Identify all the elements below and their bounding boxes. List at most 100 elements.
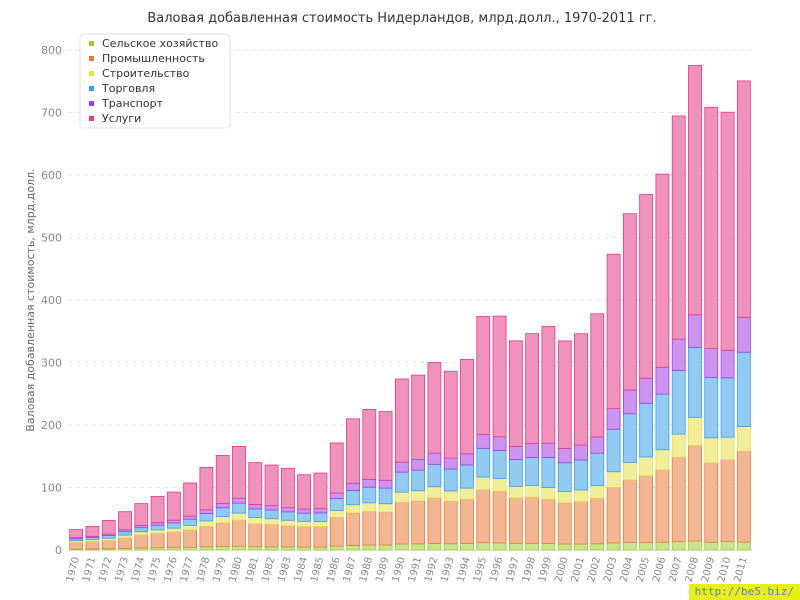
bar-segment — [720, 377, 735, 438]
bar-segment — [329, 510, 344, 518]
x-tick-label: 1997 — [505, 556, 522, 583]
bar-segment — [134, 534, 149, 549]
bar-segment — [329, 442, 344, 494]
bar-segment — [427, 542, 442, 551]
bar-segment — [639, 475, 654, 544]
bar-segment — [574, 459, 588, 491]
y-tick-label: 100 — [41, 482, 62, 495]
bar-segment — [264, 518, 279, 525]
bar-segment — [183, 525, 198, 531]
bar-segment — [622, 462, 637, 481]
x-tick-labels: 1970 1971 1972 1973 1974 1975 1976 1977 1978 1979… — [65, 556, 750, 583]
bar-segment — [574, 501, 588, 545]
bar-segment — [215, 546, 230, 551]
bar-segment — [313, 520, 328, 527]
bar-segment — [313, 546, 328, 551]
bar-segment — [736, 351, 751, 427]
bar-segment — [574, 543, 588, 551]
bar-segment — [166, 527, 181, 533]
bar-segment — [427, 452, 442, 465]
x-tick-label: 1974 — [130, 556, 147, 583]
x-tick-label: 1989 — [374, 556, 391, 583]
bar-segment — [508, 486, 523, 499]
watermark[interactable]: http://be5.biz/ — [688, 584, 800, 600]
y-tick-labels: 0 100 200 300 400 500 600 700 800 — [41, 44, 62, 557]
bar-segment — [492, 315, 507, 438]
bar-segment — [688, 65, 702, 316]
x-tick-label: 1987 — [342, 556, 359, 583]
bar-segment — [688, 540, 702, 551]
bar-segment — [736, 316, 751, 353]
bar-segment — [183, 515, 198, 520]
x-tick-label: 1996 — [488, 556, 505, 583]
bar-segment — [508, 446, 523, 460]
bar-segment — [101, 539, 116, 550]
x-tick-label: 1988 — [358, 556, 375, 583]
bar-segment — [362, 478, 377, 488]
x-tick-label: 1975 — [146, 556, 163, 583]
x-tick-label: 1985 — [309, 556, 326, 583]
bar-segment — [199, 513, 214, 522]
bar-segment — [346, 418, 360, 484]
x-tick-label: 1993 — [439, 556, 456, 583]
x-tick-label: 1971 — [81, 556, 98, 583]
x-tick-label: 1970 — [65, 556, 82, 583]
bar-segment — [492, 478, 507, 492]
bar-segment — [232, 445, 246, 499]
bar-segment — [232, 497, 246, 504]
bar-segment — [671, 541, 686, 551]
x-tick-label: 1990 — [391, 556, 408, 583]
bar-segment — [720, 436, 735, 461]
bar-segment — [443, 500, 458, 545]
bar-segment — [264, 505, 279, 511]
legend-box — [79, 33, 231, 129]
bar-segment — [492, 436, 507, 451]
bar-segment — [574, 333, 588, 446]
bar-segment — [378, 511, 393, 546]
bar-segment — [655, 449, 670, 471]
bar-segment — [492, 450, 507, 480]
bar-segment — [134, 531, 149, 536]
bar-segment — [720, 459, 735, 542]
bar-segment — [215, 522, 230, 547]
bar-segment — [378, 411, 393, 481]
bar-segment — [525, 443, 540, 458]
bar-segment — [280, 511, 295, 521]
bar-segment — [639, 377, 654, 404]
bar-segment — [69, 541, 84, 550]
legend-label: Промышленность — [102, 52, 205, 65]
bar-segment — [264, 523, 279, 548]
legend-swatch — [89, 56, 94, 61]
bar-segment — [704, 437, 719, 464]
bar-segment — [655, 366, 670, 395]
bar-segment — [606, 471, 621, 488]
bar-segment — [378, 479, 393, 489]
bar-segment — [704, 462, 719, 543]
x-tick-label: 1992 — [423, 556, 440, 583]
bar-segment — [199, 546, 214, 551]
bar-segment — [606, 408, 621, 430]
bar-segment — [183, 546, 198, 551]
legend-label: Торговля — [101, 82, 155, 95]
bar-segment — [671, 115, 686, 340]
bar-segment — [671, 369, 686, 435]
x-tick-label: 1976 — [163, 556, 180, 583]
x-tick-label: 2004 — [619, 556, 636, 583]
bar-segment — [443, 457, 458, 470]
x-tick-label: 1979 — [211, 556, 228, 583]
bar-segment — [362, 486, 377, 504]
bar-segment — [443, 370, 458, 459]
bar-segment — [150, 524, 165, 531]
bar-segment — [215, 507, 230, 517]
bar-segment — [362, 544, 377, 551]
bar-segment — [313, 512, 328, 522]
x-tick-label: 1982 — [260, 556, 277, 583]
bar-segment — [476, 447, 491, 478]
bar-segment — [574, 444, 588, 461]
bar-segment — [476, 434, 491, 449]
bar-segment — [557, 543, 572, 551]
x-tick-label: 2011 — [733, 556, 750, 583]
bar-segment — [394, 461, 409, 473]
bar-segment — [297, 546, 312, 551]
